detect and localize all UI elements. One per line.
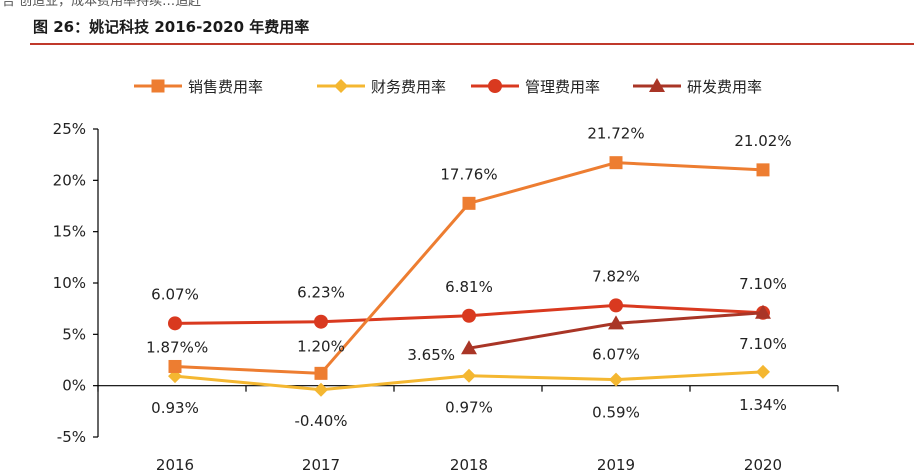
data-label: 0.97% xyxy=(445,399,493,417)
data-label: 1.20% xyxy=(297,337,345,355)
legend-label: 销售费用率 xyxy=(188,78,263,96)
data-point xyxy=(314,366,328,380)
data-point xyxy=(755,304,771,319)
data-label: 7.10% xyxy=(739,275,787,293)
legend-marker xyxy=(151,79,165,93)
data-label: 6.23% xyxy=(297,284,345,302)
data-label: 6.07% xyxy=(151,285,199,303)
data-point xyxy=(461,340,477,355)
extra-label: % xyxy=(194,338,208,356)
data-label: 6.81% xyxy=(445,278,493,296)
data-label: 7.10% xyxy=(739,335,787,353)
x-tick-label: 2018 xyxy=(450,456,488,474)
legend-marker xyxy=(488,79,502,93)
x-tick-label: 2016 xyxy=(156,456,194,474)
legend-label: 研发费用率 xyxy=(687,78,762,96)
data-label: 0.59% xyxy=(592,404,640,422)
data-point xyxy=(462,196,476,210)
figure-title: 图 26：姚记科技 2016-2020 年费用率 xyxy=(33,18,310,36)
data-label: 21.02% xyxy=(734,132,791,150)
data-label: 0.93% xyxy=(151,399,199,417)
data-point xyxy=(168,316,182,331)
y-tick-label: -5% xyxy=(57,428,86,446)
data-label: 3.65% xyxy=(407,346,455,364)
data-label: 7.82% xyxy=(592,267,640,285)
data-point xyxy=(314,314,328,329)
y-tick-label: 20% xyxy=(53,171,86,189)
data-point xyxy=(608,315,624,330)
legend-label: 管理费用率 xyxy=(525,78,600,96)
data-point xyxy=(314,382,328,397)
cropped-header-text: 告 创造业，成本费用率持续…追赶 xyxy=(0,0,914,8)
y-tick-label: 25% xyxy=(53,120,86,138)
data-label: 1.87% xyxy=(146,338,194,356)
y-tick-label: 5% xyxy=(62,325,86,343)
data-point xyxy=(462,368,476,383)
data-label: 1.34% xyxy=(739,396,787,414)
title-divider xyxy=(30,43,914,45)
y-tick-label: 0% xyxy=(62,377,86,395)
data-label: -0.40% xyxy=(294,412,347,430)
y-tick-label: 15% xyxy=(53,223,86,241)
x-tick-label: 2019 xyxy=(597,456,635,474)
data-point xyxy=(168,359,182,373)
legend-marker xyxy=(334,79,348,93)
x-tick-label: 2017 xyxy=(302,456,340,474)
x-tick-label: 2020 xyxy=(744,456,782,474)
legend-marker xyxy=(649,78,665,92)
data-point xyxy=(609,156,623,170)
data-label: 21.72% xyxy=(587,125,644,143)
data-label: 17.76% xyxy=(440,165,497,183)
data-label: 6.07% xyxy=(592,345,640,363)
data-point xyxy=(462,308,476,323)
legend-label: 财务费用率 xyxy=(371,78,446,96)
data-point xyxy=(609,372,623,387)
data-point xyxy=(756,163,770,177)
cropped-header-text-label: 告 创造业，成本费用率持续…追赶 xyxy=(2,0,202,8)
y-tick-label: 10% xyxy=(53,274,86,292)
data-point xyxy=(609,298,623,313)
data-point xyxy=(756,364,770,379)
